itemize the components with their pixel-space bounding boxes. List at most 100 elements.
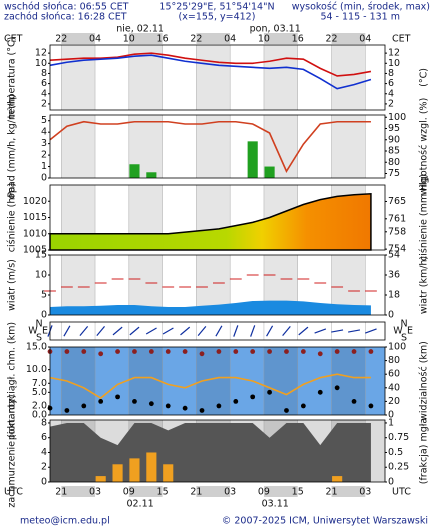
- y-tick-label: 2: [41, 462, 47, 473]
- y-tick-label: 8: [41, 417, 47, 428]
- y-tick-label: 10.0: [26, 364, 47, 375]
- y2-tick-label: 80: [388, 157, 400, 168]
- y2-axis-label: (frakcja) mgła: [419, 418, 430, 485]
- y2-axis-label: (°C): [419, 68, 430, 87]
- night-stripe: [61, 115, 96, 178]
- dot: [148, 349, 154, 354]
- day-label: nie, 02.11: [116, 24, 164, 35]
- wind-arrow: [63, 325, 71, 337]
- day-label: 03.11: [262, 499, 289, 510]
- panel-frame: [49, 346, 386, 416]
- y2-tick-label: 758: [388, 226, 406, 237]
- night-stripe: [331, 45, 366, 110]
- y-axis-label: pion. rozciągł. chm. (km): [7, 322, 18, 440]
- y2-tick-label: 20: [388, 396, 400, 407]
- y-axis-label: ciśnienie (hPa): [7, 183, 18, 252]
- height-values: 54 - 115 - 131 m: [320, 12, 400, 23]
- x-tick-label-top: 22: [325, 34, 337, 45]
- y2-tick-label: 8: [388, 68, 394, 79]
- dot: [148, 401, 154, 407]
- bar: [264, 166, 275, 178]
- panel-frame: [49, 44, 386, 111]
- y-tick-label: 5.0: [32, 387, 47, 398]
- x-tick-label-bottom: 03: [224, 487, 236, 498]
- tz-bottom: UTC: [4, 487, 23, 498]
- y-tick-label: 1005: [23, 245, 47, 256]
- wind-arrow: [112, 326, 123, 336]
- panel-frame: [49, 114, 386, 179]
- bar: [112, 464, 123, 482]
- dot: [351, 349, 357, 354]
- dot: [317, 351, 323, 357]
- night-stripe: [263, 347, 298, 415]
- night-band: [128, 33, 163, 44]
- compass: N: [400, 319, 407, 330]
- x-tick-label-bottom: 03: [359, 487, 371, 498]
- y2-tick-label: 10: [388, 58, 400, 69]
- dot: [284, 349, 289, 354]
- wind-arrow: [266, 325, 274, 337]
- y2-tick-label: 2: [388, 98, 394, 109]
- dot: [182, 405, 188, 411]
- dot: [351, 399, 357, 404]
- night-band: [263, 33, 298, 44]
- dot: [64, 349, 70, 354]
- coords: 15°25'29"E, 51°54'14"N: [159, 2, 274, 13]
- y2-tick-label: 1: [388, 417, 394, 428]
- x-tick-label-top: 04: [224, 34, 236, 45]
- dot: [250, 349, 256, 354]
- x-tick-label-bottom: 15: [292, 487, 304, 498]
- wind-arrow: [331, 329, 344, 333]
- wind-arrow: [233, 325, 239, 337]
- dot: [216, 349, 222, 354]
- x-tick-label-bottom: 21: [325, 487, 337, 498]
- line: [49, 54, 372, 90]
- panel-bg: [50, 45, 385, 110]
- wind-arrow: [282, 326, 291, 336]
- panel-frame: [49, 419, 386, 483]
- y2-tick-label: 4: [388, 88, 394, 99]
- night-stripe: [331, 347, 366, 415]
- y-tick-label: 0.0: [32, 410, 47, 421]
- y-tick-label: 6: [41, 78, 47, 89]
- y2-tick-label: 90: [388, 134, 400, 145]
- y-tick-label: 3: [41, 138, 47, 149]
- dot: [300, 403, 306, 409]
- y-tick-label: 4: [41, 88, 47, 99]
- sunset: zachód słońca: 16:28 CET: [4, 12, 127, 23]
- x-tick-label-top: 16: [157, 34, 169, 45]
- dot: [81, 403, 87, 409]
- y-tick-label: 0: [41, 173, 47, 184]
- y-tick-label: 10: [35, 270, 47, 281]
- night-band: [331, 33, 366, 44]
- wind-arrow: [215, 325, 223, 337]
- wind-arrow: [79, 326, 89, 336]
- line: [49, 373, 371, 399]
- y2-axis-label: wiatr (km/h): [419, 256, 430, 314]
- dot: [132, 399, 137, 404]
- dot: [64, 408, 70, 413]
- bar: [163, 464, 174, 482]
- night-stripe: [196, 115, 231, 178]
- dot: [317, 389, 323, 395]
- x-tick-label-bottom: 09: [123, 487, 135, 498]
- night-band: [61, 33, 96, 44]
- dot: [199, 408, 205, 413]
- compass: W: [393, 326, 403, 337]
- day-label: 02.11: [126, 499, 153, 510]
- y2-tick-label: 54: [388, 250, 400, 261]
- y2-tick-label: 0: [388, 310, 394, 321]
- x-tick-label-top: 10: [123, 34, 135, 45]
- night-stripe: [196, 45, 231, 110]
- y-tick-label: 2: [41, 150, 47, 161]
- y2-tick-label: 80: [388, 355, 400, 366]
- wind-arrow: [197, 326, 207, 336]
- sunrise: wschód słońca: 06:55 CET: [4, 2, 129, 13]
- y-tick-label: 10: [35, 58, 47, 69]
- y-axis-label: wiatr (m/s): [7, 259, 18, 311]
- night-stripe: [61, 255, 96, 315]
- y-tick-label: 15.0: [26, 342, 47, 353]
- y-tick-label: 2.0: [32, 400, 47, 411]
- wind-arrow: [365, 328, 377, 334]
- y-tick-label: 4: [41, 127, 47, 138]
